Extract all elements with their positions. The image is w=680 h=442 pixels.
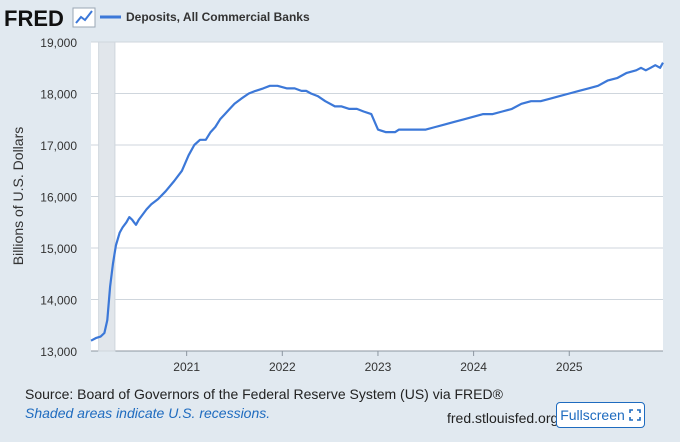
y-tick-label: 13,000	[40, 345, 77, 359]
source-text: Source: Board of Governors of the Federa…	[25, 386, 503, 402]
y-tick-label: 14,000	[40, 294, 77, 308]
x-tick-label: 2024	[460, 360, 487, 374]
y-tick-label: 18,000	[40, 88, 77, 102]
y-tick-label: 17,000	[40, 139, 77, 153]
expand-icon	[628, 409, 641, 421]
graph-icon-line	[75, 10, 93, 24]
x-tick-label: 2025	[556, 360, 583, 374]
x-tick-label: 2021	[173, 360, 200, 374]
x-tick-label: 2022	[269, 360, 296, 374]
y-axis-ticks: 13,000 14,000 15,000 16,000 17,000 18,000 19,0…	[40, 36, 77, 359]
series-layer	[90, 62, 664, 342]
logo-text: FRED	[4, 6, 64, 31]
recession-band	[98, 41, 116, 352]
y-tick-label: 16,000	[40, 191, 77, 205]
fullscreen-label: Fullscreen	[560, 407, 625, 423]
site-link[interactable]: fred.stlouisfed.org	[447, 410, 559, 426]
legend: Deposits, All Commercial Banks	[100, 10, 310, 24]
series-line[interactable]	[90, 62, 664, 342]
recession-note: Shaded areas indicate U.S. recessions.	[25, 405, 271, 421]
fullscreen-button[interactable]: Fullscreen	[556, 402, 645, 428]
x-tick-label: 2023	[365, 360, 392, 374]
y-axis-label: Billions of U.S. Dollars	[10, 127, 26, 266]
y-tick-label: 15,000	[40, 242, 77, 256]
fred-logo[interactable]: FRED	[4, 6, 96, 31]
x-axis-ticks: 2021 2022 2023 2024 2025	[173, 351, 583, 374]
legend-label: Deposits, All Commercial Banks	[126, 10, 310, 24]
y-tick-label: 19,000	[40, 36, 77, 50]
